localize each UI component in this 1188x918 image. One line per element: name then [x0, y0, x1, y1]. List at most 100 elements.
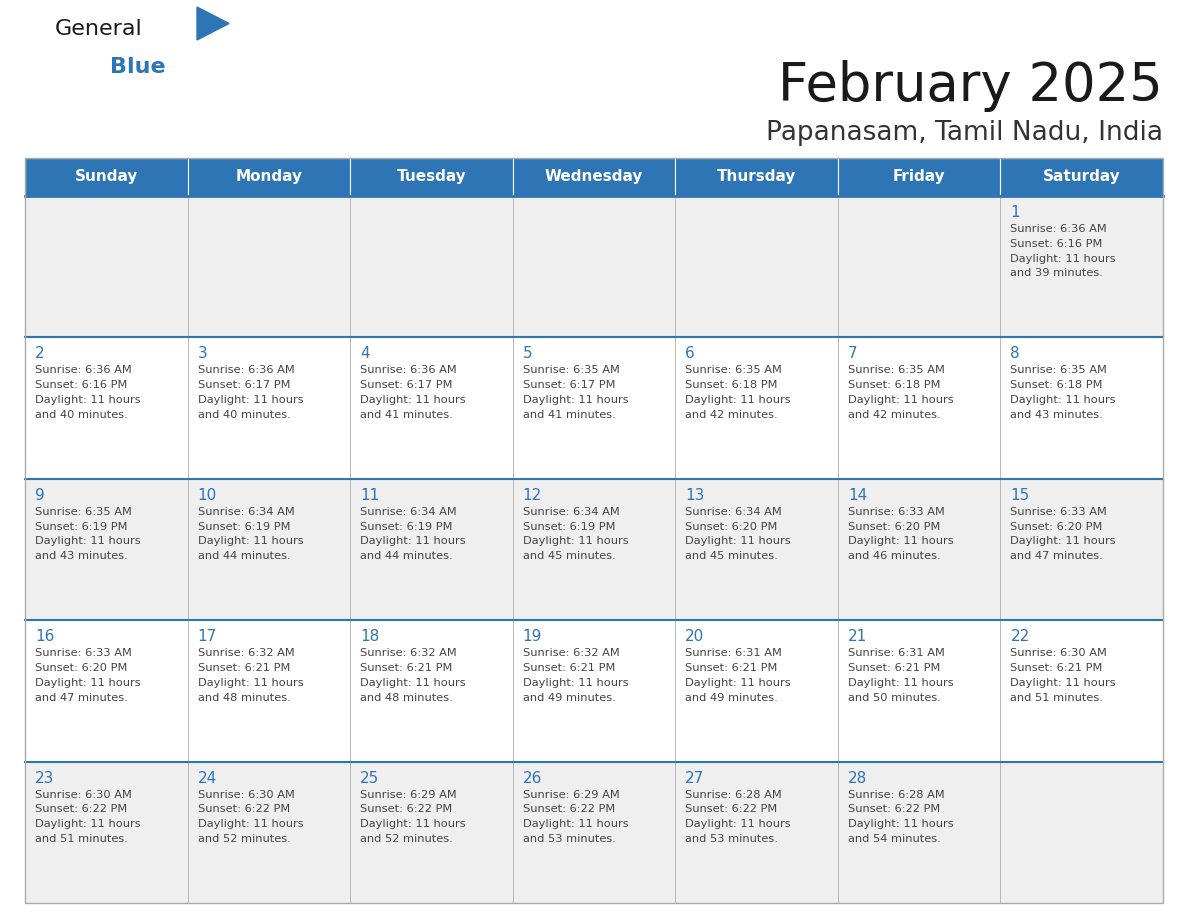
Text: Daylight: 11 hours: Daylight: 11 hours [848, 395, 954, 405]
Bar [1000, 196, 1163, 338]
Text: Sunset: 6:20 PM: Sunset: 6:20 PM [848, 521, 940, 532]
Bar [350, 196, 513, 338]
Text: Blue: Blue [110, 57, 165, 77]
Text: Sunrise: 6:32 AM: Sunrise: 6:32 AM [360, 648, 457, 658]
Text: Daylight: 11 hours: Daylight: 11 hours [34, 819, 140, 829]
Text: and 50 minutes.: and 50 minutes. [848, 692, 941, 702]
Text: 10: 10 [197, 487, 217, 503]
Text: Daylight: 11 hours: Daylight: 11 hours [197, 819, 303, 829]
Text: and 48 minutes.: and 48 minutes. [197, 692, 290, 702]
Text: Sunset: 6:20 PM: Sunset: 6:20 PM [34, 663, 127, 673]
Bar [1000, 338, 1163, 479]
Bar [25, 762, 188, 903]
Bar [1000, 158, 1163, 196]
Text: 20: 20 [685, 629, 704, 644]
Text: 26: 26 [523, 770, 542, 786]
Text: Sunset: 6:17 PM: Sunset: 6:17 PM [523, 380, 615, 390]
Bar [25, 338, 188, 479]
Text: 25: 25 [360, 770, 379, 786]
Text: Daylight: 11 hours: Daylight: 11 hours [848, 819, 954, 829]
Text: and 41 minutes.: and 41 minutes. [523, 409, 615, 420]
Text: Sunset: 6:18 PM: Sunset: 6:18 PM [848, 380, 941, 390]
Text: February 2025: February 2025 [778, 60, 1163, 112]
Text: Sunrise: 6:29 AM: Sunrise: 6:29 AM [523, 789, 619, 800]
Text: and 44 minutes.: and 44 minutes. [197, 551, 290, 561]
Text: 23: 23 [34, 770, 55, 786]
Text: Sunset: 6:18 PM: Sunset: 6:18 PM [685, 380, 778, 390]
Text: Sunrise: 6:30 AM: Sunrise: 6:30 AM [197, 789, 295, 800]
Text: Sunset: 6:22 PM: Sunset: 6:22 PM [197, 804, 290, 814]
Text: and 48 minutes.: and 48 minutes. [360, 692, 453, 702]
Text: 28: 28 [848, 770, 867, 786]
Text: Sunrise: 6:32 AM: Sunrise: 6:32 AM [523, 648, 619, 658]
Text: Daylight: 11 hours: Daylight: 11 hours [1011, 677, 1116, 688]
Text: 2: 2 [34, 346, 45, 362]
Text: Monday: Monday [235, 170, 303, 185]
Text: Sunrise: 6:34 AM: Sunrise: 6:34 AM [197, 507, 295, 517]
Text: 13: 13 [685, 487, 704, 503]
Text: Sunset: 6:21 PM: Sunset: 6:21 PM [1011, 663, 1102, 673]
Text: Sunday: Sunday [75, 170, 138, 185]
Bar [513, 762, 675, 903]
Text: Sunrise: 6:31 AM: Sunrise: 6:31 AM [685, 648, 782, 658]
Bar [25, 621, 188, 762]
Text: 18: 18 [360, 629, 379, 644]
Text: Sunrise: 6:28 AM: Sunrise: 6:28 AM [685, 789, 782, 800]
Bar [838, 621, 1000, 762]
Text: Thursday: Thursday [716, 170, 796, 185]
Text: Sunrise: 6:36 AM: Sunrise: 6:36 AM [360, 365, 457, 375]
Text: Daylight: 11 hours: Daylight: 11 hours [360, 819, 466, 829]
Text: Sunset: 6:16 PM: Sunset: 6:16 PM [34, 380, 127, 390]
Text: 22: 22 [1011, 629, 1030, 644]
Bar [513, 158, 675, 196]
Bar [350, 479, 513, 621]
Text: Sunrise: 6:35 AM: Sunrise: 6:35 AM [848, 365, 944, 375]
Bar [1000, 479, 1163, 621]
Bar [838, 762, 1000, 903]
Text: Sunrise: 6:33 AM: Sunrise: 6:33 AM [34, 648, 132, 658]
Text: and 49 minutes.: and 49 minutes. [685, 692, 778, 702]
Text: and 42 minutes.: and 42 minutes. [685, 409, 778, 420]
Text: Sunset: 6:17 PM: Sunset: 6:17 PM [197, 380, 290, 390]
Bar [675, 621, 838, 762]
Text: Daylight: 11 hours: Daylight: 11 hours [685, 677, 791, 688]
Text: Daylight: 11 hours: Daylight: 11 hours [360, 395, 466, 405]
Bar [513, 338, 675, 479]
Bar [188, 158, 350, 196]
Text: Daylight: 11 hours: Daylight: 11 hours [34, 395, 140, 405]
Bar [188, 621, 350, 762]
Text: and 43 minutes.: and 43 minutes. [1011, 409, 1104, 420]
Text: Sunset: 6:21 PM: Sunset: 6:21 PM [523, 663, 615, 673]
Text: Sunrise: 6:31 AM: Sunrise: 6:31 AM [848, 648, 944, 658]
Text: Sunset: 6:20 PM: Sunset: 6:20 PM [685, 521, 778, 532]
Text: Sunset: 6:21 PM: Sunset: 6:21 PM [197, 663, 290, 673]
Bar [675, 158, 838, 196]
Text: Daylight: 11 hours: Daylight: 11 hours [360, 536, 466, 546]
Text: Sunrise: 6:35 AM: Sunrise: 6:35 AM [34, 507, 132, 517]
Text: Sunrise: 6:35 AM: Sunrise: 6:35 AM [523, 365, 620, 375]
Text: and 42 minutes.: and 42 minutes. [848, 409, 941, 420]
Text: Sunrise: 6:30 AM: Sunrise: 6:30 AM [1011, 648, 1107, 658]
Text: Sunset: 6:22 PM: Sunset: 6:22 PM [523, 804, 615, 814]
Text: Sunrise: 6:34 AM: Sunrise: 6:34 AM [360, 507, 457, 517]
Text: Sunrise: 6:34 AM: Sunrise: 6:34 AM [685, 507, 782, 517]
Text: and 53 minutes.: and 53 minutes. [523, 834, 615, 844]
Text: Daylight: 11 hours: Daylight: 11 hours [685, 536, 791, 546]
Text: Daylight: 11 hours: Daylight: 11 hours [34, 677, 140, 688]
Text: and 47 minutes.: and 47 minutes. [34, 692, 128, 702]
Text: and 49 minutes.: and 49 minutes. [523, 692, 615, 702]
Text: Sunset: 6:22 PM: Sunset: 6:22 PM [360, 804, 453, 814]
Text: Saturday: Saturday [1043, 170, 1120, 185]
Bar [25, 479, 188, 621]
Text: 6: 6 [685, 346, 695, 362]
Text: Sunrise: 6:36 AM: Sunrise: 6:36 AM [197, 365, 295, 375]
Text: Sunset: 6:19 PM: Sunset: 6:19 PM [197, 521, 290, 532]
Text: Daylight: 11 hours: Daylight: 11 hours [523, 677, 628, 688]
Text: Daylight: 11 hours: Daylight: 11 hours [685, 819, 791, 829]
Text: and 53 minutes.: and 53 minutes. [685, 834, 778, 844]
Text: Sunset: 6:22 PM: Sunset: 6:22 PM [34, 804, 127, 814]
Bar [838, 196, 1000, 338]
Text: and 40 minutes.: and 40 minutes. [197, 409, 290, 420]
Text: 21: 21 [848, 629, 867, 644]
Text: Sunset: 6:20 PM: Sunset: 6:20 PM [1011, 521, 1102, 532]
